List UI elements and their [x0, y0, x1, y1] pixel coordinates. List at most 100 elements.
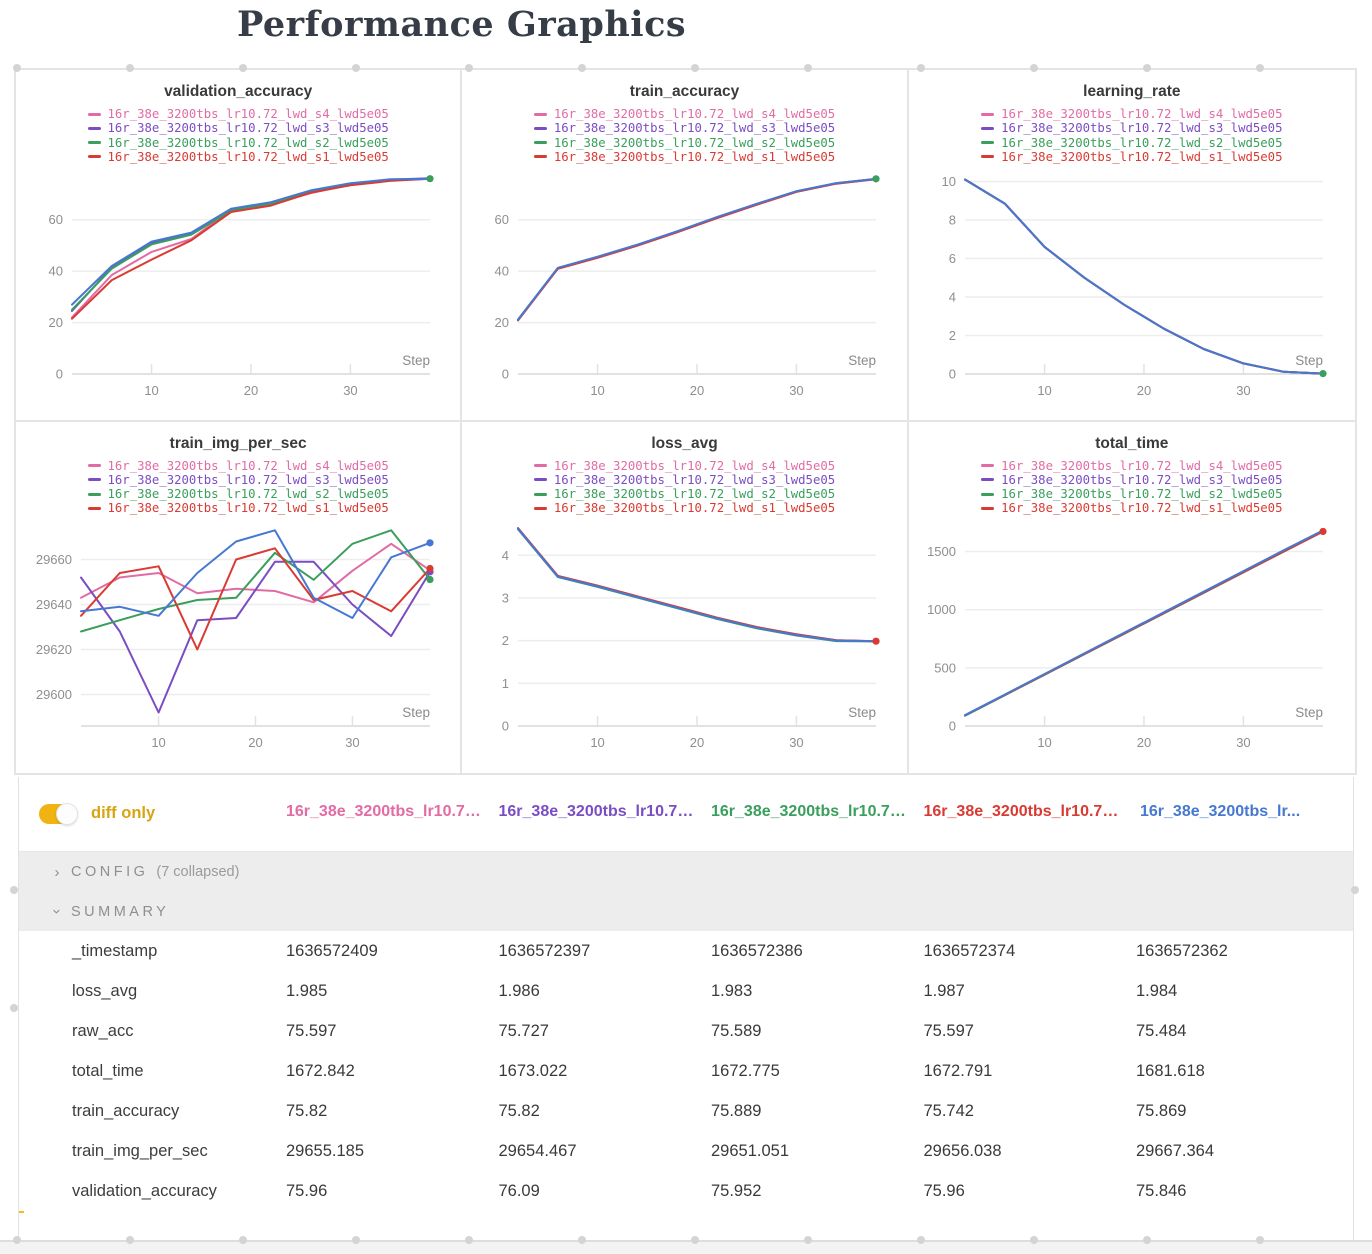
legend-swatch-icon	[981, 141, 995, 145]
run-column-header[interactable]: 16r_38e_3200tbs_lr10.72_lwd_s4_lwd5e05	[286, 803, 482, 820]
grid-handle-icon[interactable]	[804, 1236, 812, 1244]
svg-text:1500: 1500	[927, 544, 956, 559]
grid-handle-icon[interactable]	[352, 1236, 360, 1244]
legend-swatch-icon	[533, 155, 547, 159]
grid-handle-icon[interactable]	[917, 64, 925, 72]
grid-handle-icon[interactable]	[691, 64, 699, 72]
grid-handle-icon[interactable]	[465, 64, 473, 72]
grid-handle-icon[interactable]	[691, 1236, 699, 1244]
series-line	[517, 527, 878, 642]
summary-section-header[interactable]: › SUMMARY	[19, 892, 1353, 931]
legend-run-name: 16r_38e_3200tbs_lr10.72_lwd_s2_lwd5e05	[1001, 487, 1283, 502]
grid-handle-icon[interactable]	[578, 1236, 586, 1244]
grid-handle-icon[interactable]	[465, 1236, 473, 1244]
svg-text:20: 20	[244, 383, 258, 398]
chart-panel-total_time[interactable]: total_time 16r_38e_3200tbs_lr10.72_lwd_s4…	[908, 421, 1355, 773]
series-line	[963, 178, 1324, 375]
legend-run-name: 16r_38e_3200tbs_lr10.72_lwd_s2_lwd5e05	[553, 135, 836, 150]
legend-item[interactable]: 16r_38e_3200tbs_lr10.72_lwd_s4_lwd5e05	[981, 107, 1282, 121]
svg-text:0: 0	[948, 367, 955, 382]
svg-text:6: 6	[948, 251, 955, 266]
legend-item[interactable]: 16r_38e_3200tbs_lr10.72_lwd_s1_lwd5e05	[981, 501, 1282, 515]
legend-item[interactable]: 16r_38e_3200tbs_lr10.72_lwd_s3_lwd5e05	[533, 121, 835, 135]
chart-plot[interactable]: 0 20 40 60 10 20 30 Step	[462, 161, 906, 411]
legend-item[interactable]: 16r_38e_3200tbs_lr10.72_lwd_s4_lwd5e05	[87, 459, 389, 473]
chart-plot[interactable]: 0 2 4 6 8 10 10 20 30 Step	[909, 161, 1353, 411]
legend-item[interactable]: 16r_38e_3200tbs_lr10.72_lwd_s2_lwd5e05	[533, 487, 835, 501]
grid-handle-icon[interactable]	[239, 64, 247, 72]
chart-panel-train_accuracy[interactable]: train_accuracy 16r_38e_3200tbs_lr10.72_lw…	[462, 70, 909, 422]
grid-handle-icon[interactable]	[1030, 64, 1038, 72]
grid-handle-icon[interactable]	[126, 64, 134, 72]
legend-item[interactable]: 16r_38e_3200tbs_lr10.72_lwd_s2_lwd5e05	[981, 487, 1282, 501]
summary-value: 29654.467	[498, 1141, 577, 1160]
legend-item[interactable]: 16r_38e_3200tbs_lr10.72_lwd_s3_lwd5e05	[981, 473, 1282, 487]
legend-item[interactable]: 16r_38e_3200tbs_lr10.72_lwd_s3_lwd5e05	[87, 473, 389, 487]
chart-plot[interactable]: 29600 29620 29640 29660 10 20 30 Step	[16, 513, 460, 763]
summary-value: 1.987	[923, 981, 965, 1000]
chart-legend: 16r_38e_3200tbs_lr10.72_lwd_s4_lwd5e05 16…	[16, 459, 460, 516]
summary-row-label: total_time	[72, 1061, 144, 1080]
diff-only-toggle[interactable]	[39, 803, 78, 825]
chart-panel-train_img_per_sec[interactable]: train_img_per_sec 16r_38e_3200tbs_lr10.72…	[16, 421, 463, 773]
summary-value: 1636572386	[711, 941, 803, 960]
chart-panel-learning_rate[interactable]: learning_rate 16r_38e_3200tbs_lr10.72_lwd…	[908, 70, 1355, 422]
series-line	[71, 177, 431, 320]
grid-handle-icon[interactable]	[1256, 1236, 1264, 1244]
run-column-header[interactable]: 16r_38e_3200tbs_lr10.72_lwd_s2_lwd5e05	[711, 803, 907, 820]
chart-plot[interactable]: 0 1 2 3 4 10 20 30 Step	[462, 513, 906, 763]
grid-handle-icon[interactable]	[1030, 1236, 1038, 1244]
grid-handle-icon[interactable]	[126, 1236, 134, 1244]
chart-plot[interactable]: 0 20 40 60 10 20 30 Step	[16, 161, 460, 411]
run-comparison-table: diff only 16r_38e_3200tbs_lr10.72_lwd_s4…	[18, 777, 1354, 1240]
legend-item[interactable]: 16r_38e_3200tbs_lr10.72_lwd_s4_lwd5e05	[981, 459, 1282, 473]
grid-handle-icon[interactable]	[578, 64, 586, 72]
legend-item[interactable]: 16r_38e_3200tbs_lr10.72_lwd_s3_lwd5e05	[87, 121, 389, 135]
legend-item[interactable]: 16r_38e_3200tbs_lr10.72_lwd_s3_lwd5e05	[981, 121, 1282, 135]
legend-item[interactable]: 16r_38e_3200tbs_lr10.72_lwd_s1_lwd5e05	[533, 150, 835, 164]
legend-run-name: 16r_38e_3200tbs_lr10.72_lwd_s4_lwd5e05	[107, 107, 389, 122]
grid-handle-icon[interactable]	[1143, 1236, 1151, 1244]
legend-run-name: 16r_38e_3200tbs_lr10.72_lwd_s1_lwd5e05	[1001, 501, 1283, 516]
chart-panel-validation_accuracy[interactable]: validation_accuracy 16r_38e_3200tbs_lr10.…	[16, 70, 463, 422]
series-line	[963, 178, 1324, 375]
series-line	[71, 177, 431, 319]
svg-text:10: 10	[151, 735, 165, 750]
grid-handle-icon[interactable]	[239, 1236, 247, 1244]
run-column-header[interactable]: 16r_38e_3200tbs_lr10.72_lwd_s3_lwd5e05	[498, 803, 695, 820]
legend-item[interactable]: 16r_38e_3200tbs_lr10.72_lwd_s4_lwd5e05	[533, 459, 835, 473]
grid-handle-icon[interactable]	[13, 1236, 21, 1244]
legend-item[interactable]: 16r_38e_3200tbs_lr10.72_lwd_s2_lwd5e05	[87, 136, 389, 150]
run-column-header[interactable]: 16r_38e_3200tbs_lr10.72_lwd_s1_lwd5e05	[923, 803, 1120, 820]
legend-swatch-icon	[87, 464, 101, 468]
legend-item[interactable]: 16r_38e_3200tbs_lr10.72_lwd_s4_lwd5e05	[87, 107, 389, 122]
run-column-header[interactable]: 16r_38e_3200tbs_lr...	[1140, 803, 1301, 820]
grid-handle-icon[interactable]	[804, 64, 812, 72]
grid-handle-icon[interactable]	[1351, 886, 1359, 894]
chart-panel-loss_avg[interactable]: loss_avg 16r_38e_3200tbs_lr10.72_lwd_s4_l…	[462, 421, 909, 773]
svg-text:10: 10	[941, 174, 955, 189]
legend-item[interactable]: 16r_38e_3200tbs_lr10.72_lwd_s1_lwd5e05	[981, 150, 1282, 164]
config-section-header[interactable]: › CONFIG (7 collapsed)	[19, 852, 1353, 892]
legend-item[interactable]: 16r_38e_3200tbs_lr10.72_lwd_s1_lwd5e05	[533, 501, 835, 515]
legend-item[interactable]: 16r_38e_3200tbs_lr10.72_lwd_s2_lwd5e05	[981, 136, 1282, 150]
summary-value: 1636572397	[498, 941, 591, 960]
legend-item[interactable]: 16r_38e_3200tbs_lr10.72_lwd_s1_lwd5e05	[87, 150, 389, 164]
grid-handle-icon[interactable]	[1143, 64, 1151, 72]
legend-item[interactable]: 16r_38e_3200tbs_lr10.72_lwd_s2_lwd5e05	[87, 487, 389, 501]
grid-handle-icon[interactable]	[352, 64, 360, 72]
chevron-down-icon: ›	[48, 909, 66, 914]
grid-handle-icon[interactable]	[917, 1236, 925, 1244]
legend-item[interactable]: 16r_38e_3200tbs_lr10.72_lwd_s2_lwd5e05	[533, 135, 836, 150]
grid-handle-icon[interactable]	[1256, 64, 1264, 72]
grid-handle-icon[interactable]	[10, 1004, 18, 1012]
grid-handle-icon[interactable]	[10, 886, 18, 894]
series-endpoint-dot	[426, 564, 434, 572]
summary-row-train_accuracy: train_accuracy 75.82 75.82 75.889 75.742 75.8…	[19, 1091, 1353, 1131]
chart-plot[interactable]: 0 500 1000 1500 10 20 30 Step	[909, 513, 1353, 763]
grid-handle-icon[interactable]	[13, 64, 21, 72]
summary-row-total_time: total_time 1672.842 1673.022 1672.775 1672.7…	[19, 1051, 1353, 1091]
legend-item[interactable]: 16r_38e_3200tbs_lr10.72_lwd_s1_lwd5e05	[87, 501, 389, 515]
legend-item[interactable]: 16r_38e_3200tbs_lr10.72_lwd_s4_lwd5e05	[533, 107, 835, 121]
legend-item[interactable]: 16r_38e_3200tbs_lr10.72_lwd_s3_lwd5e05	[533, 473, 835, 487]
